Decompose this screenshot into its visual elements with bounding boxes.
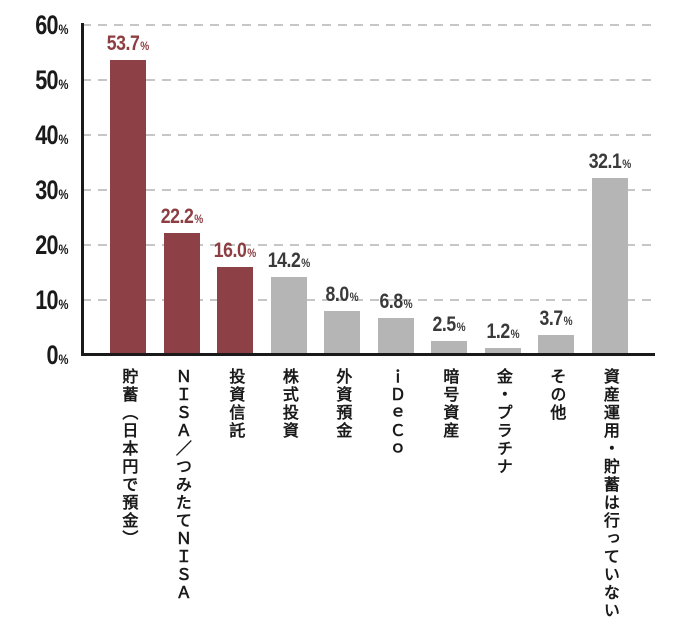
- bar-value: 16.0: [213, 239, 247, 262]
- y-tick-label: 0%: [0, 339, 68, 371]
- category-label: 投資信託: [226, 368, 244, 440]
- percent-sign: %: [349, 290, 359, 304]
- percent-sign: %: [58, 186, 68, 202]
- category-label: 金・プラチナ: [493, 368, 511, 476]
- bar: [270, 276, 307, 355]
- percent-sign: %: [58, 76, 68, 92]
- percent-sign: %: [247, 246, 257, 260]
- gridline: [82, 134, 655, 136]
- bar-value: 53.7: [106, 31, 140, 55]
- bar-value: 8.0: [325, 283, 349, 306]
- y-tick-label: 30%: [0, 174, 68, 206]
- y-tick-label: 50%: [0, 64, 68, 96]
- y-tick-label: 10%: [0, 284, 68, 316]
- category-label: 貯蓄（日本円で預金）: [119, 368, 137, 548]
- bar-value-label: 2.5%: [432, 313, 465, 337]
- bar-value: 1.2: [485, 320, 510, 344]
- y-tick-value: 20: [34, 230, 58, 260]
- category-label: 株式投資: [279, 368, 297, 440]
- percent-sign: %: [58, 241, 68, 257]
- percent-sign: %: [621, 157, 631, 172]
- bar-value-label: 1.2%: [486, 320, 519, 344]
- y-tick-value: 40: [34, 120, 58, 150]
- category-label: その他: [547, 368, 565, 422]
- bar: [431, 341, 467, 355]
- percent-sign: %: [563, 313, 573, 328]
- y-axis-line: [81, 23, 84, 354]
- category-label: 資産運用・貯蓄は行っていない: [600, 368, 618, 620]
- y-tick-value: 10: [34, 285, 58, 315]
- percent-sign: %: [456, 320, 466, 335]
- bar: [163, 232, 200, 355]
- gridline: [82, 24, 655, 26]
- y-tick-label: 20%: [0, 229, 68, 261]
- category-label: ＮＩＳＡ／つみたてＮＩＳＡ: [172, 368, 190, 602]
- percent-sign: %: [58, 296, 68, 312]
- y-tick-value: 0: [46, 340, 58, 370]
- gridline: [82, 79, 655, 81]
- gridline: [82, 244, 655, 246]
- bar-value: 32.1: [588, 150, 621, 174]
- bar: [377, 317, 414, 355]
- category-label: 暗号資産: [440, 368, 458, 440]
- bar-value-label: 22.2%: [160, 205, 202, 229]
- y-tick-value: 30: [34, 175, 58, 205]
- percent-sign: %: [193, 211, 203, 226]
- y-tick-value: 60: [34, 10, 58, 40]
- x-axis-line: [81, 353, 655, 356]
- percent-sign: %: [58, 21, 68, 37]
- bar-value-label: 14.2%: [267, 249, 309, 273]
- percent-sign: %: [58, 351, 68, 367]
- bar-value-label: 3.7%: [539, 307, 572, 331]
- percent-sign: %: [58, 131, 68, 147]
- percent-sign: %: [510, 327, 520, 342]
- bar: [538, 334, 574, 355]
- bar-value-label: 53.7%: [107, 32, 149, 56]
- bar: [324, 311, 360, 355]
- plot-area: 53.7% 22.2% 16.0% 14.2% 8.0% 6.8% 2.5% 1.2% 3.7%…: [82, 24, 655, 355]
- bar: [217, 267, 253, 355]
- bar: [110, 59, 146, 355]
- bar: [591, 178, 628, 355]
- percent-sign: %: [300, 255, 310, 270]
- percent-sign: %: [403, 296, 413, 311]
- bar-value: 2.5: [432, 313, 456, 337]
- bar-value: 22.2: [160, 204, 193, 228]
- gridline: [82, 299, 655, 301]
- y-tick-label: 60%: [0, 9, 68, 41]
- bar-value-label: 8.0%: [325, 283, 358, 307]
- percent-sign: %: [140, 38, 150, 53]
- gridline: [82, 189, 655, 191]
- bar: [484, 348, 521, 355]
- category-label: 外資預金: [333, 368, 351, 440]
- bar-value: 6.8: [378, 289, 403, 313]
- bar-value-label: 16.0%: [214, 239, 256, 263]
- bar-value-label: 6.8%: [379, 290, 412, 314]
- bar-value-label: 32.1%: [588, 150, 630, 174]
- category-label: ｉＤｅＣｏ: [386, 368, 404, 458]
- bar-value: 14.2: [267, 248, 300, 272]
- bar-value: 3.7: [539, 306, 563, 330]
- y-tick-label: 40%: [0, 119, 68, 151]
- y-tick-value: 50: [34, 65, 58, 95]
